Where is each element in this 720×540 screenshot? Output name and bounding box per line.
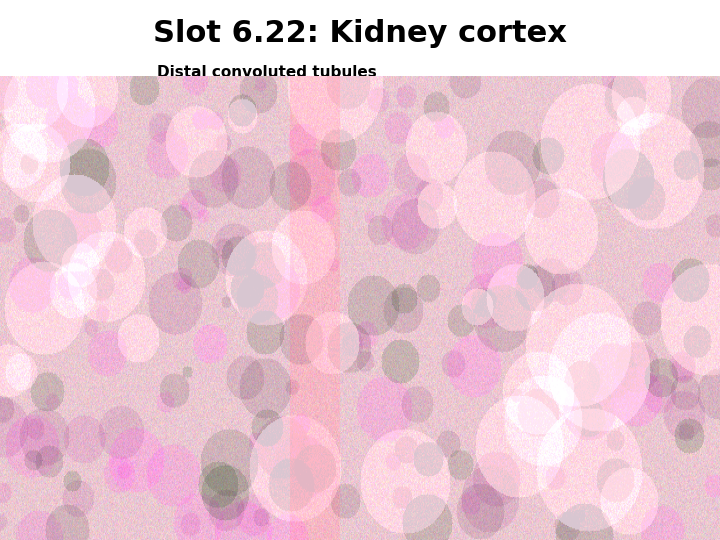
- Text: Distal convoluted tubules: Distal convoluted tubules: [156, 65, 377, 80]
- Text: Proximal
convoluted
tubule: Proximal convoluted tubule: [0, 407, 76, 457]
- Text: R = Renal corpuscles: R = Renal corpuscles: [583, 76, 720, 91]
- Text: Urinary
pole: Urinary pole: [264, 437, 327, 470]
- Text: Afferent arteriole: Afferent arteriole: [270, 76, 421, 91]
- Text: R: R: [151, 272, 166, 290]
- Text: Slot 6.22: Kidney cortex: Slot 6.22: Kidney cortex: [153, 19, 567, 48]
- Text: Macula densa: Macula densa: [13, 76, 131, 91]
- Text: R: R: [443, 272, 457, 290]
